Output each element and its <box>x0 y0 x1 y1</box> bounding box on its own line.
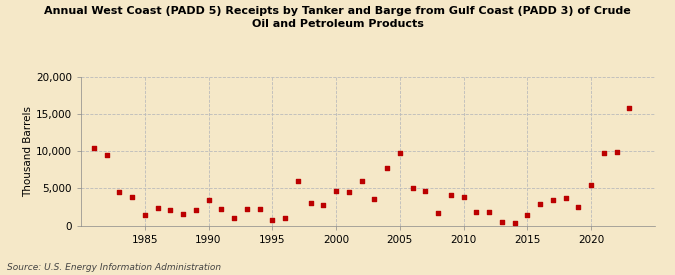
Point <box>101 153 112 157</box>
Point <box>127 194 138 199</box>
Point <box>624 106 634 110</box>
Point <box>509 221 520 226</box>
Point <box>190 208 201 212</box>
Point <box>407 186 418 191</box>
Point <box>305 201 316 205</box>
Point <box>458 194 469 199</box>
Point <box>547 198 558 202</box>
Point <box>229 216 240 220</box>
Point <box>496 219 507 224</box>
Point <box>611 150 622 154</box>
Point <box>152 205 163 210</box>
Point <box>139 213 150 217</box>
Text: Annual West Coast (PADD 5) Receipts by Tanker and Barge from Gulf Coast (PADD 3): Annual West Coast (PADD 5) Receipts by T… <box>44 6 631 29</box>
Point <box>242 207 252 211</box>
Point <box>318 202 329 207</box>
Point <box>267 217 277 222</box>
Point <box>369 197 379 201</box>
Point <box>381 165 392 170</box>
Point <box>331 189 342 194</box>
Point <box>254 207 265 211</box>
Point <box>88 145 99 150</box>
Point <box>165 208 176 212</box>
Point <box>394 151 405 156</box>
Point <box>279 216 290 220</box>
Point <box>420 188 431 193</box>
Point <box>216 207 227 211</box>
Point <box>446 193 456 197</box>
Y-axis label: Thousand Barrels: Thousand Barrels <box>23 106 33 197</box>
Point <box>471 210 482 214</box>
Point <box>573 205 584 209</box>
Point <box>598 150 609 155</box>
Point <box>560 196 571 200</box>
Point <box>178 211 188 216</box>
Point <box>356 179 367 183</box>
Point <box>203 198 214 202</box>
Point <box>586 183 597 188</box>
Text: Source: U.S. Energy Information Administration: Source: U.S. Energy Information Administ… <box>7 263 221 272</box>
Point <box>114 190 125 194</box>
Point <box>344 190 354 194</box>
Point <box>522 213 533 217</box>
Point <box>433 211 443 215</box>
Point <box>535 202 545 206</box>
Point <box>292 179 303 183</box>
Point <box>483 210 494 214</box>
